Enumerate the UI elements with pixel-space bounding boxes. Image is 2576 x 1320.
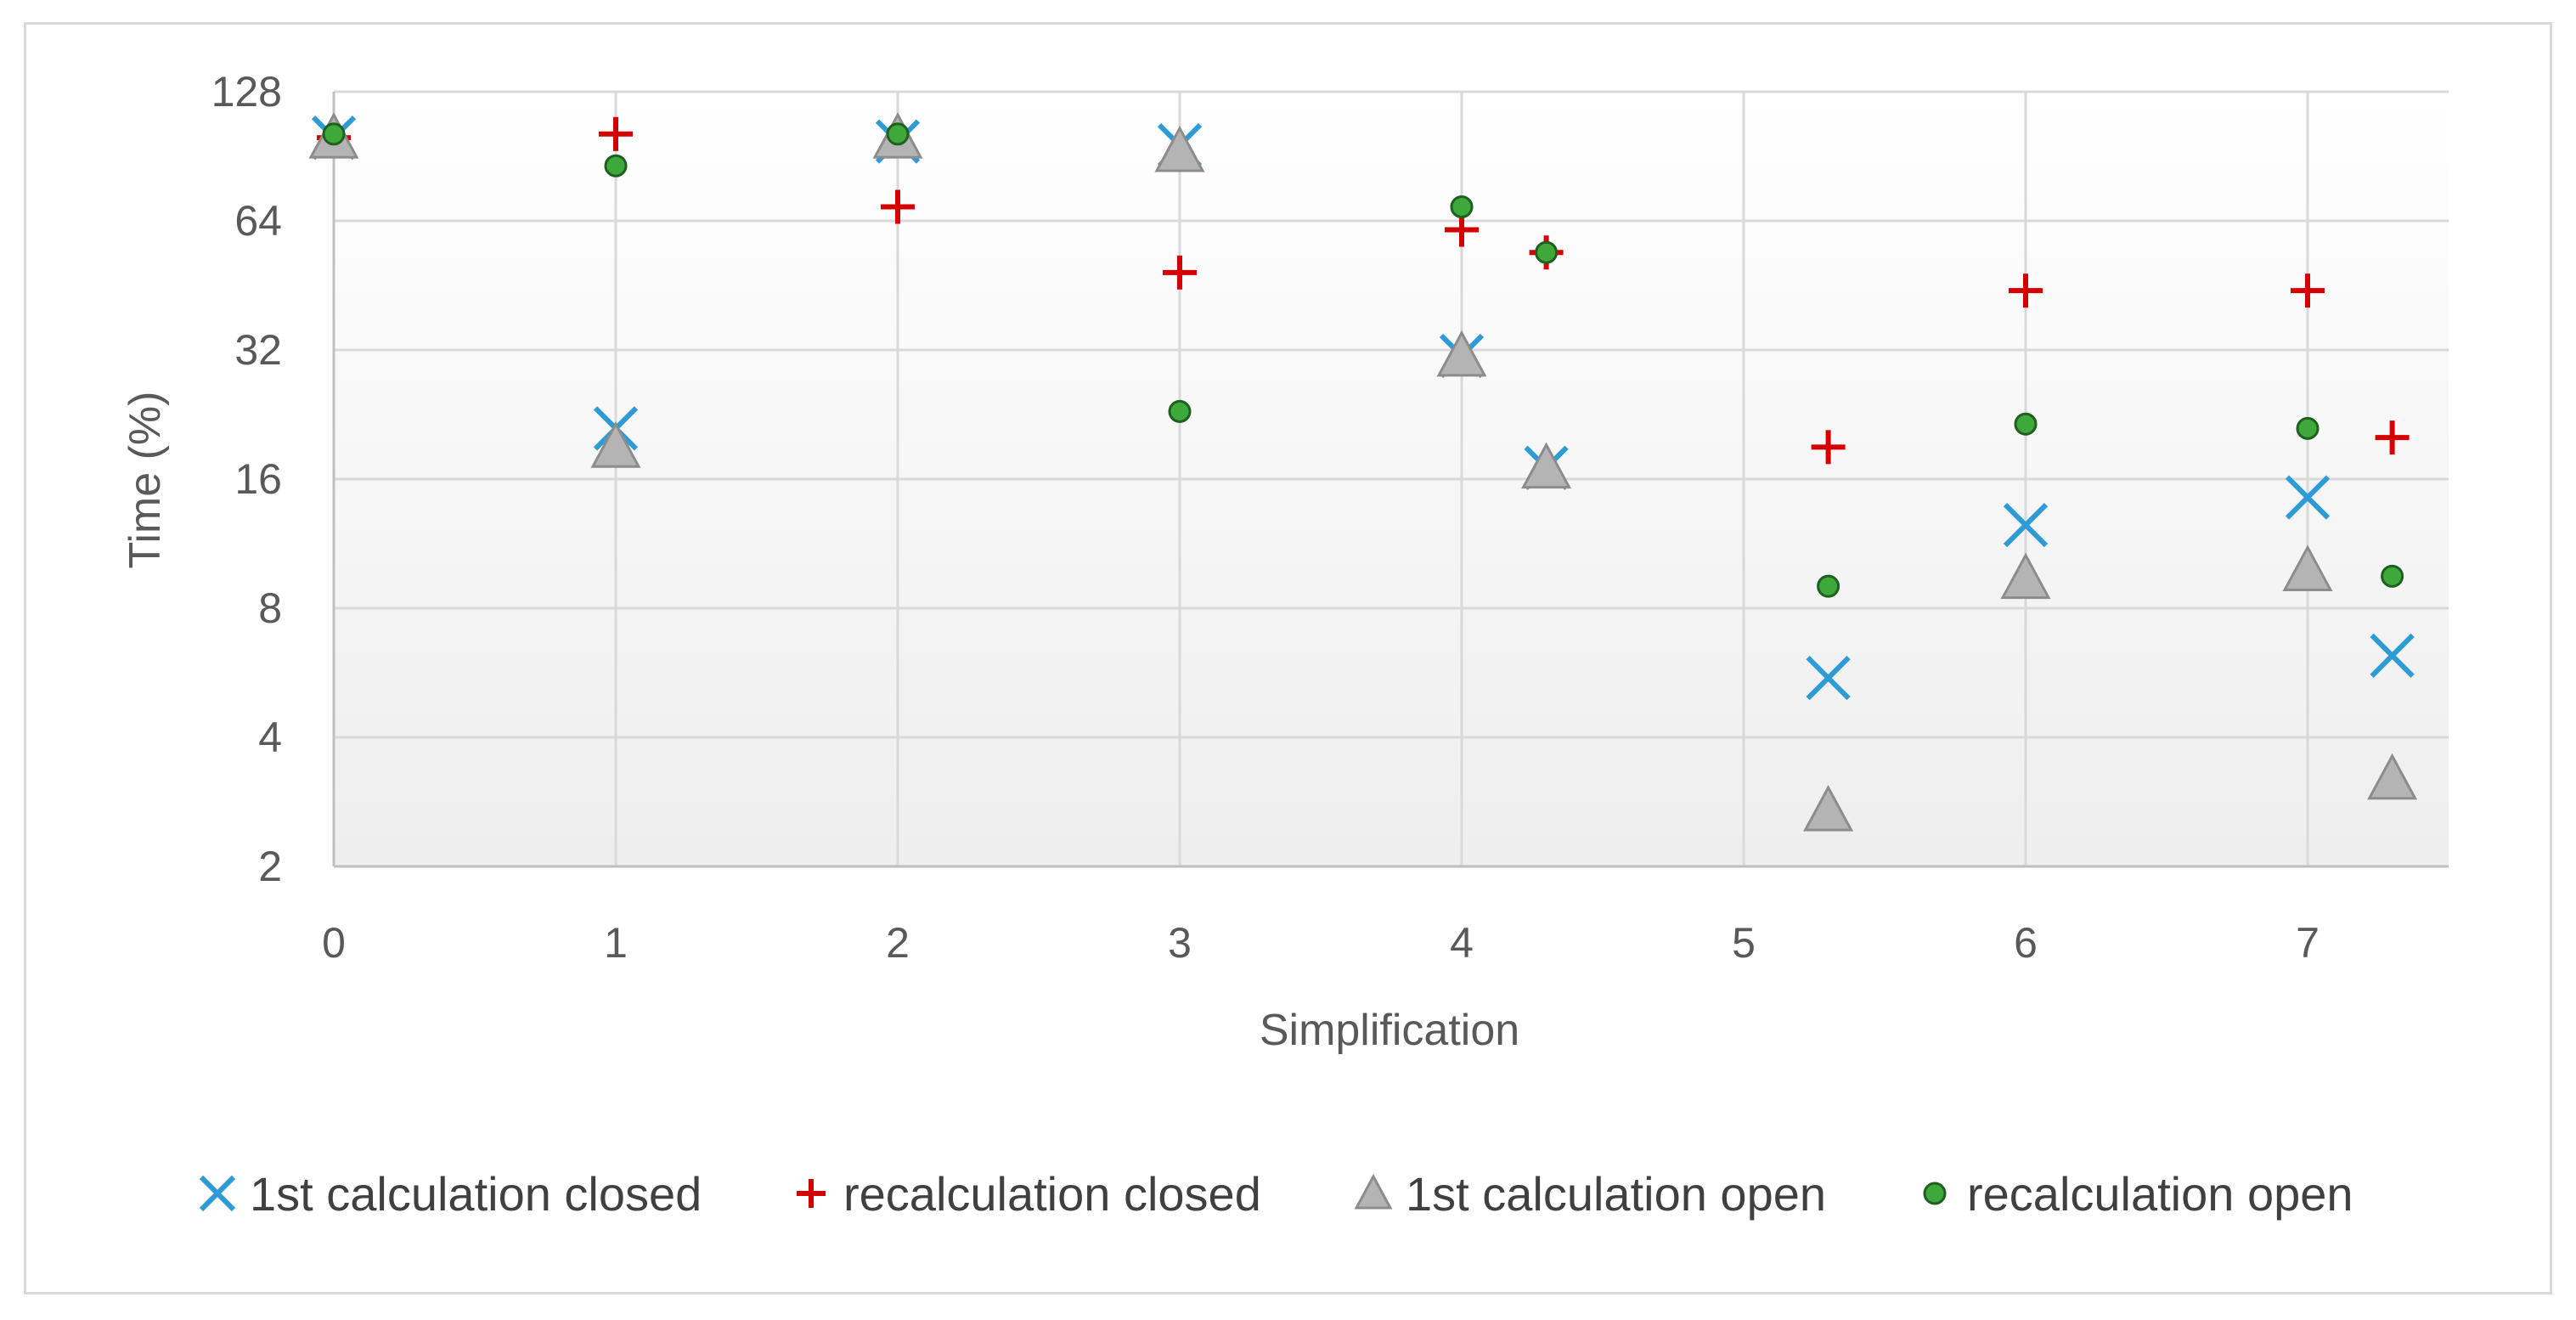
point-1st-calculation-open (1521, 442, 1572, 489)
x-tick-label: 7 (2296, 919, 2320, 967)
point-1st-calculation-open (1803, 785, 1854, 832)
point-1st-calculation-open (2000, 552, 2051, 600)
point-1st-calculation-closed (1806, 656, 1851, 701)
legend-item-1st-calculation-closed: 1st calculation closed (199, 1167, 702, 1221)
point-recalculation-open (322, 122, 346, 146)
legend-item-recalculation-open: recalculation open (1923, 1167, 2353, 1221)
x-tick-label: 5 (1732, 919, 1756, 967)
point-recalculation-closed (2291, 274, 2325, 308)
point-1st-calculation-open (1436, 330, 1487, 377)
y-tick-label: 4 (258, 714, 282, 761)
legend-label: recalculation open (1967, 1167, 2353, 1221)
point-recalculation-open (1168, 399, 1192, 423)
point-recalculation-closed (881, 189, 915, 224)
legend: 1st calculation closed recalculation clos… (199, 1167, 2353, 1221)
y-tick-label: 64 (234, 197, 282, 245)
point-recalculation-open (1817, 574, 1840, 598)
point-recalculation-closed (1163, 255, 1197, 290)
point-1st-calculation-open (1154, 125, 1205, 172)
legend-plus-marker-icon (797, 1179, 826, 1208)
point-recalculation-open (1535, 240, 1559, 264)
legend-item-recalculation-closed: recalculation closed (797, 1167, 1261, 1221)
point-recalculation-open (886, 122, 910, 146)
x-tick-label: 3 (1168, 919, 1192, 967)
x-tick-label: 1 (604, 919, 628, 967)
x-tick-label: 6 (2014, 919, 2038, 967)
x-axis-title: Simplification (1260, 1006, 1519, 1055)
y-tick-label: 16 (234, 455, 282, 503)
point-recalculation-open (2014, 412, 2038, 436)
point-1st-calculation-closed (2003, 503, 2049, 548)
y-tick-label: 8 (258, 584, 282, 632)
point-1st-calculation-open (590, 421, 641, 468)
point-1st-calculation-closed (2285, 475, 2331, 520)
point-recalculation-open (2296, 416, 2320, 440)
x-tick-label: 0 (322, 919, 346, 967)
point-recalculation-open (1450, 195, 1474, 219)
legend-x-marker-icon (199, 1175, 236, 1212)
y-tick-label: 128 (211, 68, 282, 116)
x-tick-label: 2 (886, 919, 910, 967)
point-1st-calculation-closed (2370, 633, 2415, 679)
point-recalculation-closed (2375, 420, 2410, 455)
y-axis-title: Time (%) (121, 392, 170, 569)
point-1st-calculation-open (2367, 753, 2418, 800)
point-recalculation-closed (1811, 430, 1846, 465)
legend-circle-marker-icon (1923, 1182, 1947, 1205)
point-recalculation-open (2381, 564, 2404, 588)
y-tick-label: 2 (258, 843, 282, 890)
legend-label: 1st calculation closed (250, 1167, 702, 1221)
legend-label: recalculation closed (843, 1167, 1261, 1221)
legend-triangle-marker-icon (1354, 1173, 1393, 1210)
point-recalculation-closed (599, 116, 633, 151)
x-tick-label: 4 (1450, 919, 1474, 967)
point-1st-calculation-open (2282, 544, 2333, 591)
point-recalculation-closed (2009, 274, 2043, 308)
point-recalculation-open (604, 154, 628, 178)
legend-label: 1st calculation open (1406, 1167, 1826, 1221)
y-tick-label: 32 (234, 326, 282, 374)
point-recalculation-closed (1445, 212, 1479, 247)
legend-item-1st-calculation-open: 1st calculation open (1354, 1167, 1826, 1221)
